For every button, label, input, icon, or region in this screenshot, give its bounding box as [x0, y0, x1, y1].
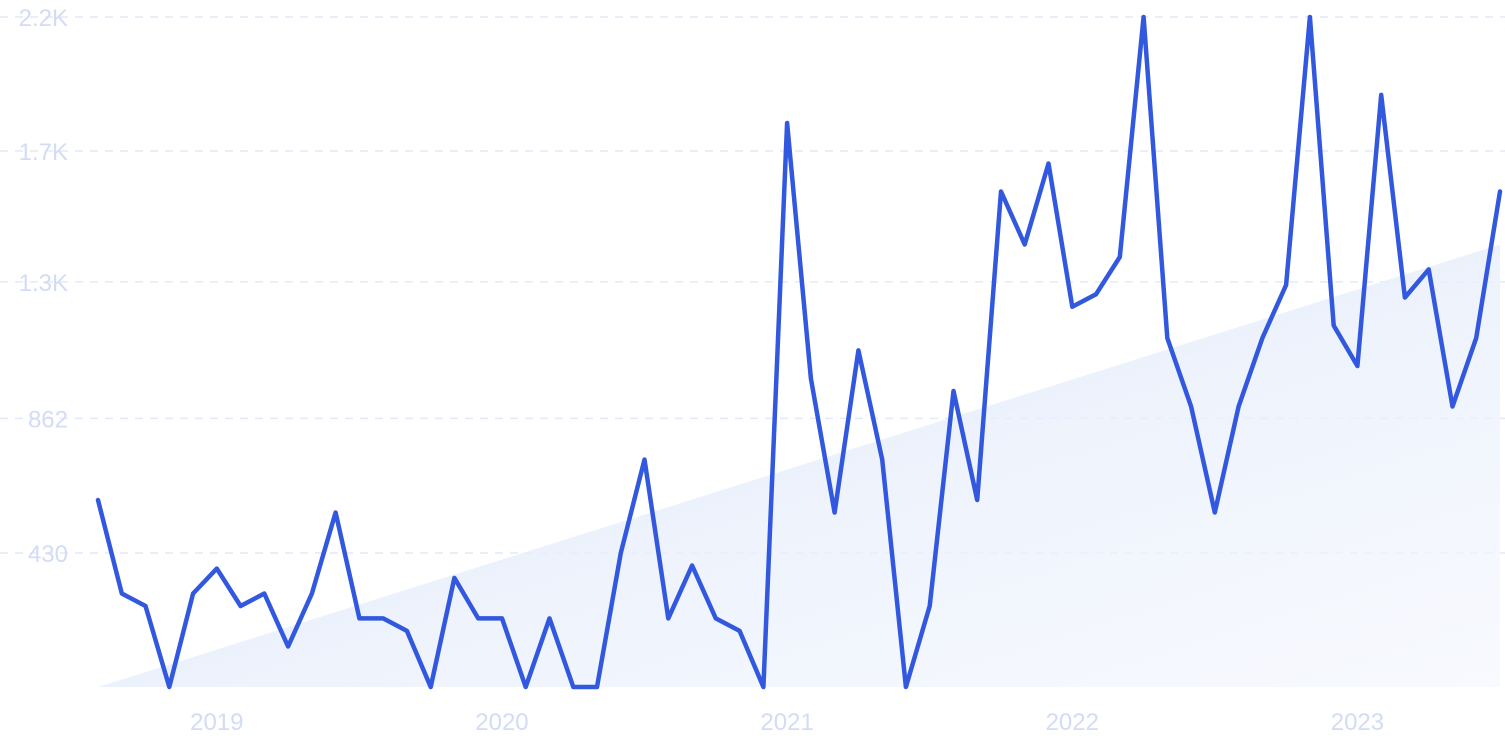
- y-tick-label: 2.2K: [19, 5, 68, 32]
- trend-area: [98, 244, 1500, 687]
- y-axis-tick-labels: 430 862 1.3K 1.7K 2.2K: [19, 5, 68, 568]
- y-tick-label: 430: [28, 541, 68, 568]
- y-tick-label: 1.7K: [19, 139, 68, 166]
- y-tick-label: 1.3K: [19, 270, 68, 297]
- x-tick-label: 2022: [1046, 709, 1099, 736]
- x-tick-label: 2019: [190, 709, 243, 736]
- x-axis-tick-labels: 2019 2020 2021 2022 2023: [190, 709, 1384, 736]
- trend-area-shape: [98, 244, 1500, 687]
- y-tick-label: 862: [28, 406, 68, 433]
- x-tick-label: 2021: [760, 709, 813, 736]
- series-line: [95, 14, 1503, 690]
- series-lines: [95, 14, 1503, 690]
- x-tick-label: 2023: [1331, 709, 1384, 736]
- x-tick-label: 2020: [475, 709, 528, 736]
